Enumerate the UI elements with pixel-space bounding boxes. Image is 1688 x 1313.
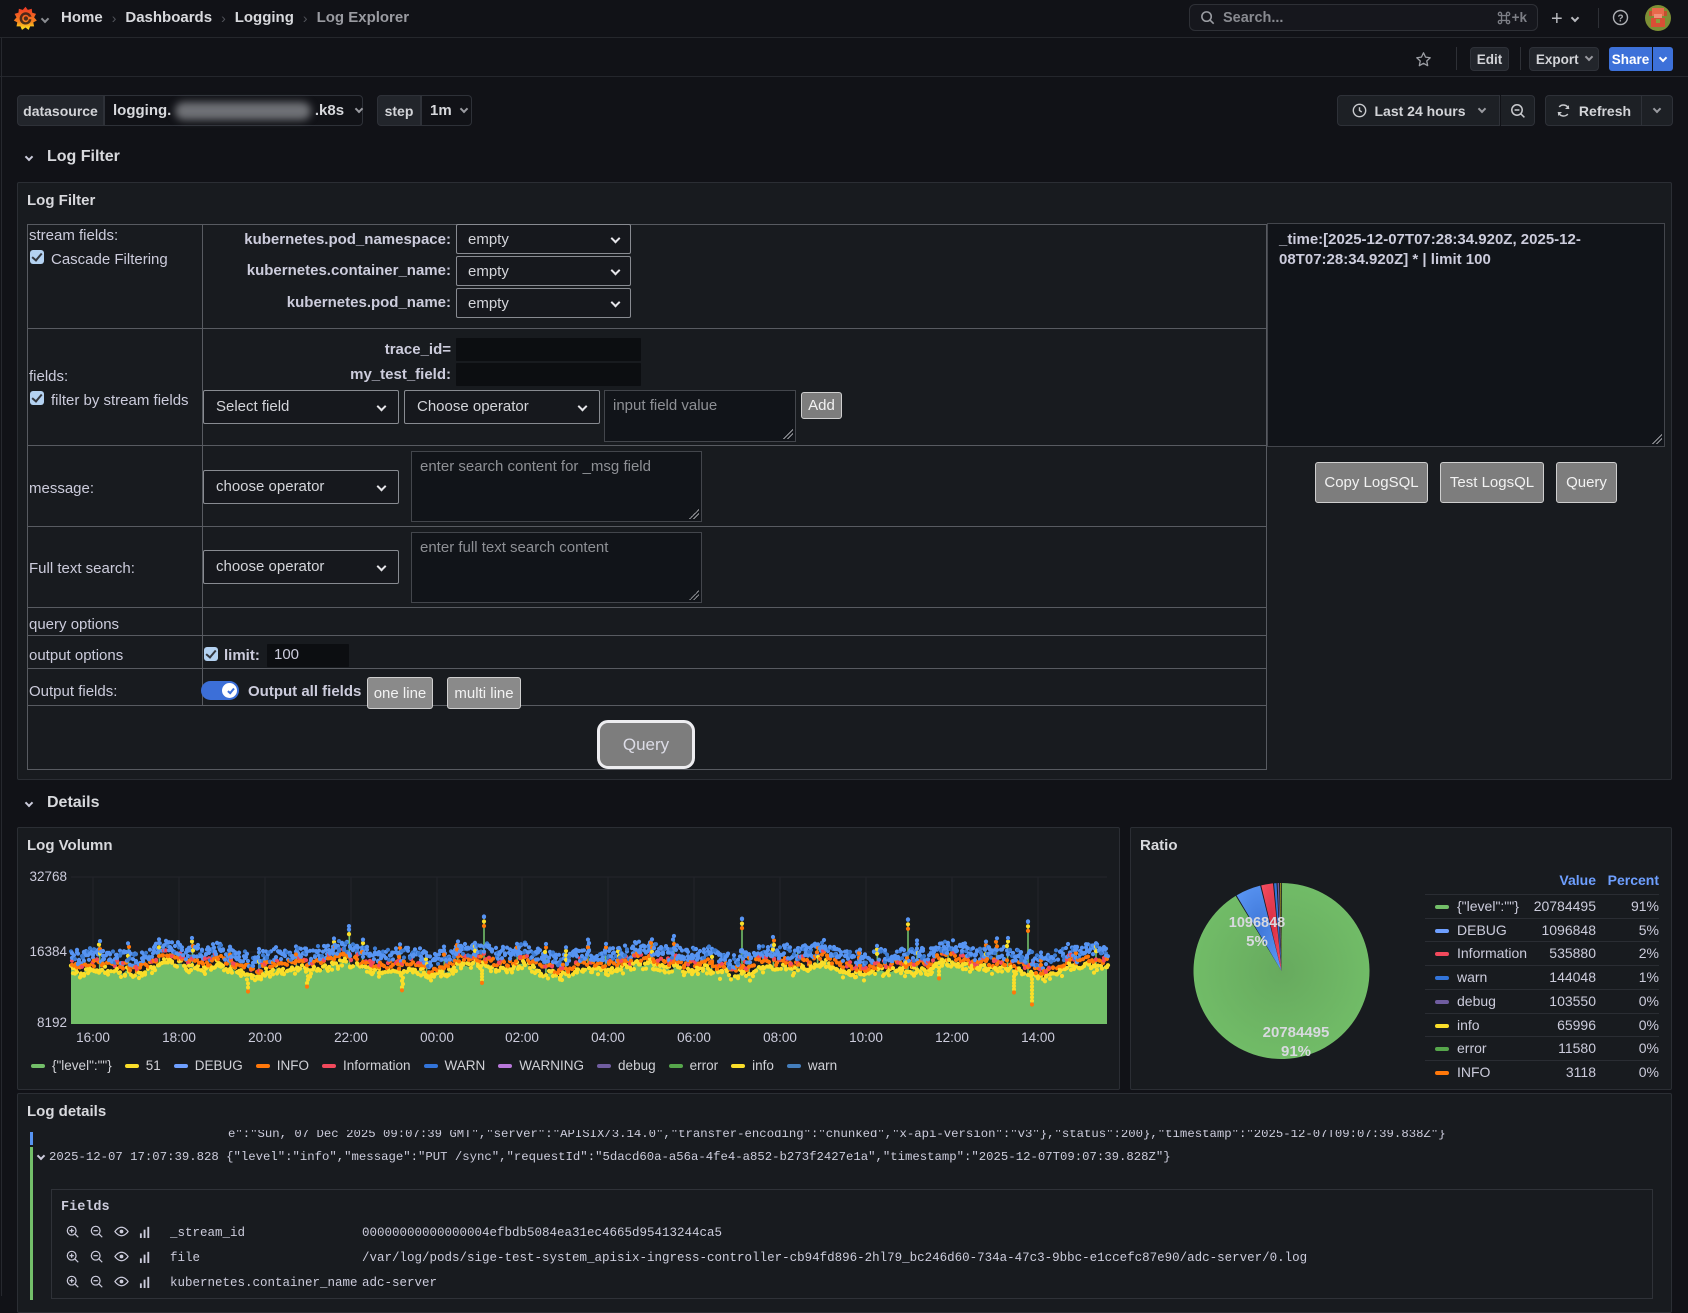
svg-text:91%: 91% [1281,1043,1311,1060]
svg-text:02:00: 02:00 [505,1030,539,1045]
svg-text:06:00: 06:00 [677,1030,711,1045]
svg-text:?: ? [1617,13,1623,24]
svg-text:14:00: 14:00 [1021,1030,1055,1045]
svg-text:12:00: 12:00 [935,1030,969,1045]
svg-text:5%: 5% [1246,933,1268,950]
svg-text:10:00: 10:00 [849,1030,883,1045]
svg-text:16384: 16384 [29,944,67,959]
svg-text:20784495: 20784495 [1263,1024,1330,1041]
svg-text:20:00: 20:00 [248,1030,282,1045]
svg-text:18:00: 18:00 [162,1030,196,1045]
svg-text:04:00: 04:00 [591,1030,625,1045]
svg-text:32768: 32768 [29,869,67,884]
svg-text:8192: 8192 [37,1015,67,1030]
svg-text:00:00: 00:00 [420,1030,454,1045]
svg-text:22:00: 22:00 [334,1030,368,1045]
svg-text:08:00: 08:00 [763,1030,797,1045]
svg-text:1096848: 1096848 [1229,915,1285,931]
svg-text:16:00: 16:00 [76,1030,110,1045]
